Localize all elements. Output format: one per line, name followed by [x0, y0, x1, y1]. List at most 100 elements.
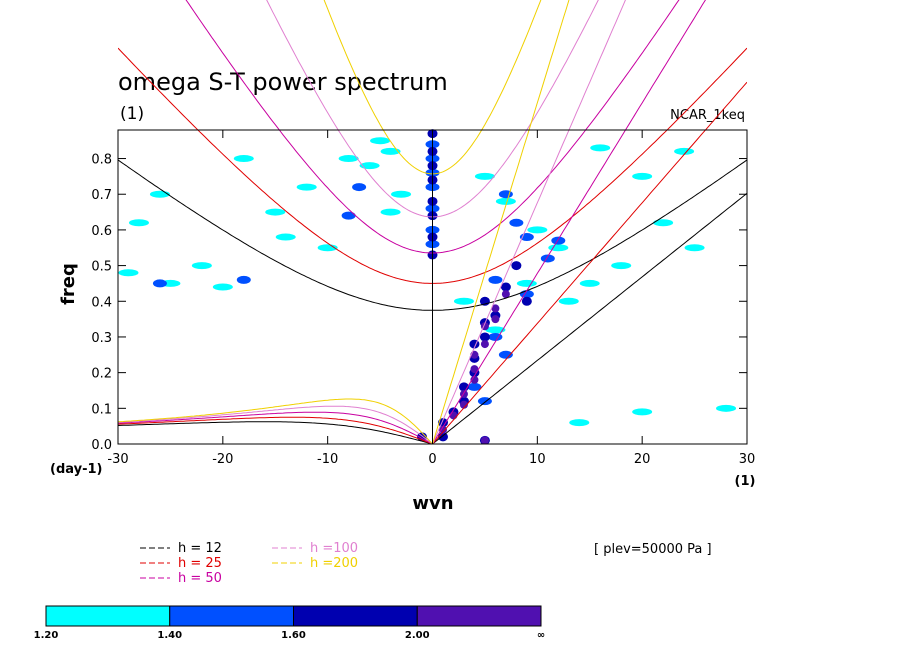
- power-contour-patch: [480, 436, 489, 444]
- legend-label: h = 25: [178, 556, 222, 571]
- power-contour-patch: [684, 244, 705, 252]
- pressure-annotation: [ plev=50000 Pa ]: [594, 542, 712, 557]
- power-contour-patch: [470, 375, 479, 384]
- power-contour-patch: [265, 208, 286, 216]
- y-tick-label: 0.3: [91, 331, 112, 346]
- power-contour-patch: [498, 190, 513, 199]
- power-contour-patch: [380, 147, 401, 155]
- y-tick-label: 0.5: [91, 260, 112, 275]
- power-contour-patch: [212, 283, 233, 291]
- power-contour-patch: [341, 211, 356, 220]
- power-contour-patch: [236, 275, 251, 284]
- x-tick-label: -10: [317, 452, 338, 467]
- power-contour-patch: [611, 262, 632, 270]
- power-contour-patch: [500, 282, 511, 292]
- power-contour-patch: [485, 326, 506, 334]
- power-contour-patch: [352, 183, 367, 192]
- x-axis-ticks: -30 -20 -10 0 10 20 30: [107, 130, 755, 467]
- y-axis-label: freq: [58, 263, 79, 305]
- power-contour-patch: [491, 304, 500, 313]
- dispersion-curve-kelvin: [432, 0, 570, 444]
- dispersion-curve-kelvin: [432, 192, 747, 444]
- colorbar-swatch: [169, 605, 294, 627]
- power-contour-patch: [480, 340, 489, 349]
- power-contour-patch: [569, 419, 590, 427]
- power-contour-patch: [558, 297, 579, 305]
- power-contour-patch: [233, 155, 254, 163]
- colorbar-swatch: [416, 605, 542, 627]
- x-unit-label: (1): [735, 474, 756, 489]
- power-contour-patch: [495, 197, 516, 205]
- power-contour-patch: [474, 172, 495, 180]
- dispersion-curve-er: [118, 398, 433, 444]
- y-tick-label: 0.2: [91, 367, 112, 382]
- case-label: NCAR_1keq: [670, 108, 745, 123]
- colorbar-level-label: 1.20: [34, 630, 59, 641]
- colorbar-swatch: [45, 605, 171, 627]
- y-axis-ticks: 0.0 0.1 0.2 0.3 0.4 0.5 0.6 0.7 0.8: [91, 153, 747, 453]
- power-contour-patch: [674, 147, 695, 155]
- legend-label: h =100: [310, 541, 358, 556]
- power-contour-patch: [498, 350, 513, 359]
- power-contour-patch: [590, 144, 611, 152]
- power-contours: [118, 129, 737, 444]
- y-unit-label: (day-1): [50, 462, 102, 477]
- power-contour-patch: [118, 269, 139, 277]
- power-contour-patch: [540, 254, 555, 263]
- power-contour-patch: [359, 162, 380, 170]
- power-contour-patch: [467, 382, 482, 391]
- colorbar-level-label: 2.00: [405, 630, 430, 641]
- x-tick-label: 20: [634, 452, 651, 467]
- dispersion-curve-kelvin: [432, 81, 747, 444]
- power-contour-patch: [338, 155, 359, 163]
- legend-label: h = 50: [178, 571, 222, 586]
- power-contour-patch: [152, 279, 167, 288]
- dispersion-curve-kelvin: [432, 0, 626, 444]
- y-tick-label: 0.6: [91, 224, 112, 239]
- power-contour-patch: [509, 218, 524, 227]
- power-contour-patch: [491, 315, 500, 324]
- chart-title: omega S-T power spectrum: [118, 68, 448, 96]
- power-contour-patch: [128, 219, 149, 227]
- power-contour-patch: [449, 411, 458, 420]
- power-contour-patch: [632, 172, 653, 180]
- power-contour-patch: [516, 279, 537, 287]
- power-contour-patch: [501, 290, 510, 299]
- x-tick-label: 10: [529, 452, 546, 467]
- power-contour-patch: [275, 233, 296, 241]
- power-contour-patch: [521, 296, 532, 306]
- dispersion-curve-kelvin: [432, 0, 706, 444]
- power-contour-patch: [459, 400, 468, 409]
- dispersion-curve-er: [118, 411, 433, 444]
- power-contour-patch: [296, 183, 317, 191]
- y-tick-label: 0.8: [91, 153, 112, 168]
- power-contour-patch: [380, 208, 401, 216]
- power-contour-patch: [653, 219, 674, 227]
- x-tick-label: -20: [212, 452, 233, 467]
- power-contour-patch: [438, 425, 447, 434]
- y-tick-label: 0.1: [91, 402, 112, 417]
- colorbar-level-label: 1.40: [157, 630, 182, 641]
- power-contour-patch: [191, 262, 212, 270]
- colorbar-swatch: [293, 605, 418, 627]
- y-tick-label: 0.7: [91, 188, 112, 203]
- power-contour-patch: [453, 297, 474, 305]
- legend-label: h =200: [310, 556, 358, 571]
- power-contour-patch: [579, 279, 600, 287]
- y-tick-label: 0.4: [91, 295, 112, 310]
- power-contour-patch: [716, 404, 737, 412]
- power-contour-patch: [370, 137, 391, 145]
- x-tick-label: 30: [739, 452, 756, 467]
- legend-label: h = 12: [178, 541, 222, 556]
- power-contour-patch: [391, 190, 412, 198]
- y-tick-label: 0.0: [91, 438, 112, 453]
- x-tick-label: 0: [428, 452, 436, 467]
- colorbar-level-label: 1.60: [281, 630, 306, 641]
- power-contour-patch: [632, 408, 653, 416]
- power-contour-patch: [551, 236, 566, 245]
- dispersion-curve-er: [118, 405, 433, 444]
- power-contour-patch: [511, 261, 522, 271]
- power-contour-patch: [479, 332, 490, 342]
